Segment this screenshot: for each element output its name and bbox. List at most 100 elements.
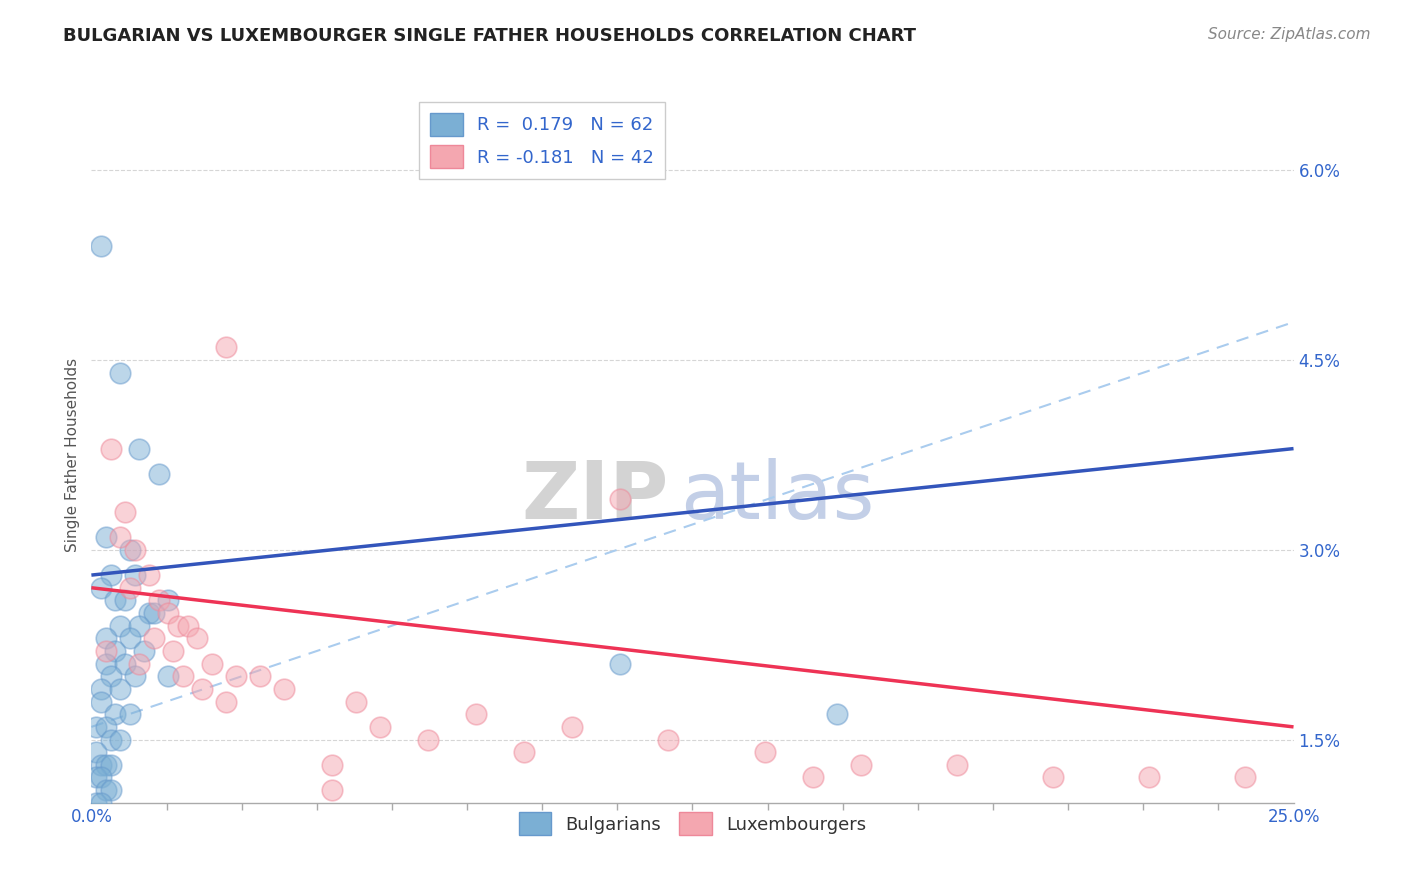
- Point: [100, 783, 122, 797]
- Point: [114, 505, 136, 519]
- Point: [176, 618, 198, 632]
- Point: [142, 606, 165, 620]
- Text: atlas: atlas: [681, 458, 875, 536]
- Point: [100, 847, 122, 861]
- Point: [157, 606, 180, 620]
- Point: [186, 632, 208, 646]
- Point: [344, 695, 367, 709]
- Point: [754, 745, 776, 759]
- Point: [191, 681, 214, 696]
- Point: [561, 720, 583, 734]
- Point: [94, 720, 117, 734]
- Point: [104, 808, 127, 822]
- Point: [124, 669, 146, 683]
- Point: [825, 707, 848, 722]
- Point: [172, 669, 194, 683]
- Point: [84, 821, 107, 835]
- Point: [249, 669, 271, 683]
- Point: [225, 669, 247, 683]
- Point: [167, 618, 190, 632]
- Point: [104, 707, 127, 722]
- Legend: Bulgarians, Luxembourgers: Bulgarians, Luxembourgers: [512, 805, 873, 842]
- Point: [118, 581, 141, 595]
- Point: [90, 859, 112, 873]
- Point: [513, 745, 536, 759]
- Point: [849, 757, 872, 772]
- Point: [321, 783, 343, 797]
- Point: [90, 796, 112, 810]
- Point: [84, 745, 107, 759]
- Point: [90, 581, 112, 595]
- Point: [1042, 771, 1064, 785]
- Point: [100, 757, 122, 772]
- Point: [84, 771, 107, 785]
- Point: [90, 847, 112, 861]
- Point: [84, 720, 107, 734]
- Point: [128, 657, 150, 671]
- Point: [114, 593, 136, 607]
- Point: [94, 757, 117, 772]
- Point: [114, 808, 136, 822]
- Point: [104, 821, 127, 835]
- Point: [94, 657, 117, 671]
- Point: [201, 657, 224, 671]
- Point: [94, 644, 117, 658]
- Point: [801, 771, 824, 785]
- Point: [416, 732, 439, 747]
- Point: [94, 847, 117, 861]
- Point: [94, 821, 117, 835]
- Point: [100, 442, 122, 456]
- Point: [946, 757, 969, 772]
- Point: [100, 732, 122, 747]
- Point: [609, 657, 631, 671]
- Point: [124, 568, 146, 582]
- Point: [162, 644, 184, 658]
- Point: [104, 644, 127, 658]
- Point: [368, 720, 391, 734]
- Point: [110, 732, 132, 747]
- Point: [84, 847, 107, 861]
- Text: Source: ZipAtlas.com: Source: ZipAtlas.com: [1208, 27, 1371, 42]
- Point: [110, 366, 132, 380]
- Point: [138, 568, 160, 582]
- Point: [215, 340, 238, 354]
- Point: [657, 732, 679, 747]
- Point: [128, 442, 150, 456]
- Point: [90, 821, 112, 835]
- Point: [138, 606, 160, 620]
- Point: [94, 783, 117, 797]
- Point: [124, 542, 146, 557]
- Point: [273, 681, 295, 696]
- Point: [100, 669, 122, 683]
- Point: [215, 695, 238, 709]
- Point: [90, 239, 112, 253]
- Point: [110, 530, 132, 544]
- Point: [148, 593, 170, 607]
- Point: [104, 593, 127, 607]
- Point: [148, 467, 170, 481]
- Point: [90, 681, 112, 696]
- Point: [157, 669, 180, 683]
- Point: [465, 707, 488, 722]
- Point: [90, 771, 112, 785]
- Point: [110, 681, 132, 696]
- Point: [321, 757, 343, 772]
- Point: [100, 568, 122, 582]
- Point: [94, 859, 117, 873]
- Point: [90, 695, 112, 709]
- Point: [157, 593, 180, 607]
- Point: [84, 808, 107, 822]
- Point: [128, 618, 150, 632]
- Point: [142, 632, 165, 646]
- Point: [110, 618, 132, 632]
- Point: [104, 834, 127, 848]
- Point: [1234, 771, 1257, 785]
- Point: [118, 542, 141, 557]
- Point: [114, 657, 136, 671]
- Point: [134, 644, 156, 658]
- Point: [118, 632, 141, 646]
- Point: [84, 796, 107, 810]
- Point: [94, 530, 117, 544]
- Point: [110, 834, 132, 848]
- Y-axis label: Single Father Households: Single Father Households: [65, 358, 80, 552]
